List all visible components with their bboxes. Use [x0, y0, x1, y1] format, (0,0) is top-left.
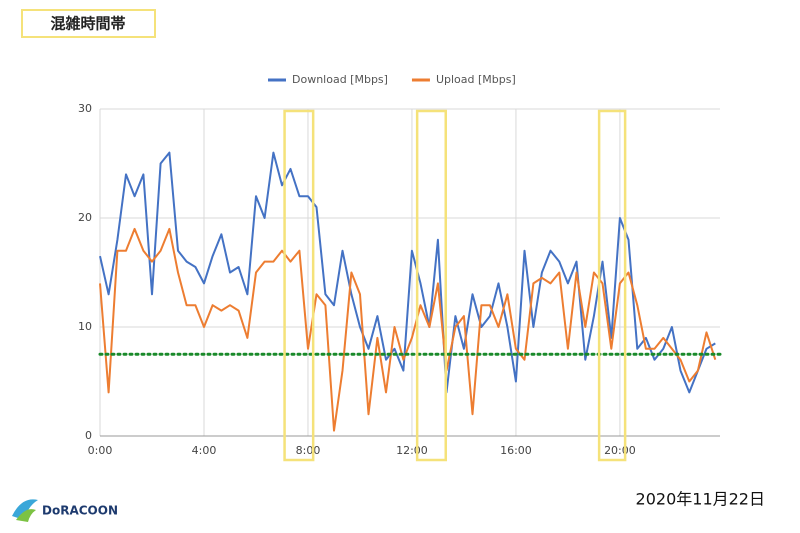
x-tick-label: 20:00 [604, 444, 636, 457]
logo-icon [12, 499, 38, 522]
highlight-box [283, 109, 315, 462]
date: 2020年11月22日 [636, 490, 765, 509]
y-tick-label: 10 [78, 320, 92, 333]
legend-label: Download [Mbps] [292, 73, 388, 86]
x-tick-label: 12:00 [396, 444, 428, 457]
y-tick-label: 20 [78, 211, 92, 224]
y-tick-label: 30 [78, 102, 92, 115]
slide-title: 混雑時間帯 [50, 15, 125, 33]
x-tick-label: 4:00 [192, 444, 217, 457]
series-line [99, 227, 717, 432]
highlight-box [597, 109, 627, 462]
x-tick-label: 8:00 [296, 444, 321, 457]
legend-label: Upload [Mbps] [436, 73, 516, 86]
x-tick-label: 16:00 [500, 444, 532, 457]
x-tick-label: 0:00 [88, 444, 113, 457]
highlight-box [415, 109, 447, 462]
title-box [21, 9, 156, 38]
series-line [99, 151, 716, 394]
y-tick-label: 0 [85, 429, 92, 442]
logo-text: DoRACOON [42, 504, 118, 518]
